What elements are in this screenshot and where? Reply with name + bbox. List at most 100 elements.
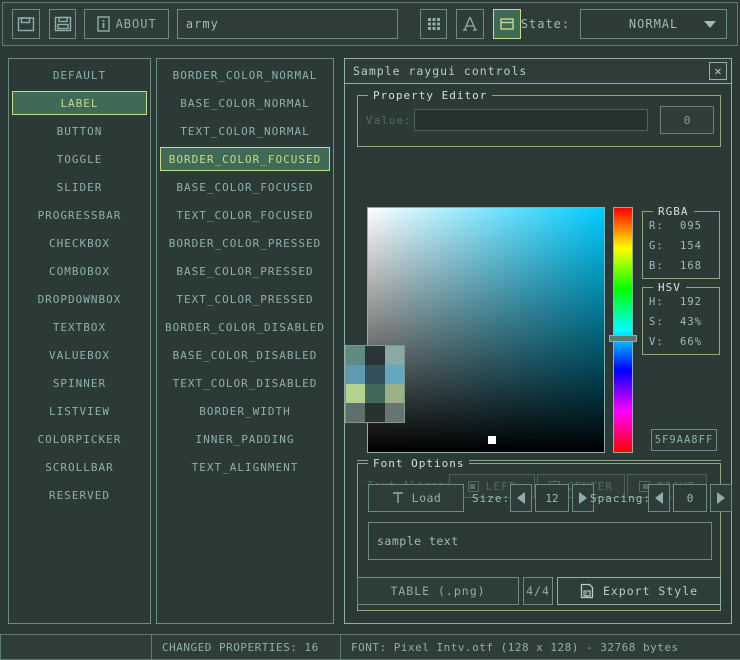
control-item-scrollbar[interactable]: SCROLLBAR (12, 455, 147, 479)
control-item-checkbox[interactable]: CHECKBOX (12, 231, 147, 255)
font-spacing-spinner[interactable]: 0 (648, 484, 732, 512)
font-size-value[interactable]: 12 (535, 484, 569, 512)
value-count-box[interactable]: 0 (660, 106, 714, 134)
list-item-label: TEXT_COLOR_DISABLED (172, 376, 318, 390)
color-swatch-8[interactable] (384, 384, 404, 403)
property-item-border-color-disabled[interactable]: BORDER_COLOR_DISABLED (160, 315, 330, 339)
close-icon[interactable]: ✕ (709, 62, 727, 80)
color-swatch-2[interactable] (384, 346, 404, 365)
property-item-border-color-normal[interactable]: BORDER_COLOR_NORMAL (160, 63, 330, 87)
color-saturation-value-area[interactable] (367, 207, 605, 453)
property-item-base-color-normal[interactable]: BASE_COLOR_NORMAL (160, 91, 330, 115)
color-swatch-11[interactable] (384, 403, 404, 422)
control-item-spinner[interactable]: SPINNER (12, 371, 147, 395)
control-item-default[interactable]: DEFAULT (12, 63, 147, 87)
color-swatch-10[interactable] (365, 403, 385, 422)
property-item-border-color-focused[interactable]: BORDER_COLOR_FOCUSED (160, 147, 330, 171)
hue-slider-handle[interactable] (609, 335, 637, 343)
font-size-label: Size: (472, 492, 511, 505)
properties-listview[interactable]: BORDER_COLOR_NORMAL BASE_COLOR_NORMAL TEXT… (156, 58, 334, 624)
list-item-label: BASE_COLOR_PRESSED (176, 264, 314, 278)
property-item-text-color-pressed[interactable]: TEXT_COLOR_PRESSED (160, 287, 330, 311)
hsv-key: V: (649, 336, 664, 348)
font-options-group: Font Options Load Size: 12 Spacing: 0 sa… (357, 457, 732, 611)
font-size-spinner[interactable]: 12 (510, 484, 594, 512)
property-item-text-color-focused[interactable]: TEXT_COLOR_FOCUSED (160, 203, 330, 227)
control-item-label[interactable]: LABEL (12, 91, 147, 115)
control-item-toggle[interactable]: TOGGLE (12, 147, 147, 171)
hex-value-input[interactable]: 5F9AA8FF (651, 429, 717, 451)
font-view-button[interactable] (456, 9, 485, 39)
color-swatch-4[interactable] (365, 365, 385, 384)
color-swatch-grid[interactable] (345, 345, 405, 423)
color-swatch-7[interactable] (365, 384, 385, 403)
control-item-reserved[interactable]: RESERVED (12, 483, 147, 507)
property-item-base-color-disabled[interactable]: BASE_COLOR_DISABLED (160, 343, 330, 367)
property-item-base-color-pressed[interactable]: BASE_COLOR_PRESSED (160, 259, 330, 283)
property-item-inner-padding[interactable]: INNER_PADDING (160, 427, 330, 451)
control-item-progressbar[interactable]: PROGRESSBAR (12, 203, 147, 227)
arrow-right-icon (717, 492, 725, 504)
control-item-button[interactable]: BUTTON (12, 119, 147, 143)
grid-icon (427, 18, 440, 30)
rgba-label: RGBA (653, 205, 694, 218)
control-item-combobox[interactable]: COMBOBOX (12, 259, 147, 283)
color-swatch-5[interactable] (384, 365, 404, 384)
status-changed-properties: CHANGED PROPERTIES: 16 (151, 634, 341, 660)
font-spacing-increment[interactable] (710, 484, 732, 512)
property-item-text-alignment[interactable]: TEXT_ALIGNMENT (160, 455, 330, 479)
hsv-value: 192 (680, 296, 702, 308)
list-item-label: TEXT_COLOR_NORMAL (180, 124, 310, 138)
value-input[interactable] (414, 109, 648, 131)
property-item-border-width[interactable]: BORDER_WIDTH (160, 399, 330, 423)
control-item-textbox[interactable]: TEXTBOX (12, 315, 147, 339)
value-label: Value: (366, 114, 412, 127)
controls-listview[interactable]: DEFAULT LABEL BUTTON TOGGLE SLIDER PROGRESSBA… (8, 58, 151, 624)
list-item-label: TEXTBOX (52, 320, 107, 334)
controls-view-button[interactable] (493, 9, 521, 39)
folder-open-icon (17, 17, 35, 32)
hue-slider[interactable] (613, 207, 633, 453)
font-size-decrement[interactable] (510, 484, 532, 512)
property-item-text-color-normal[interactable]: TEXT_COLOR_NORMAL (160, 119, 330, 143)
color-swatch-0[interactable] (346, 346, 366, 365)
property-item-text-color-disabled[interactable]: TEXT_COLOR_DISABLED (160, 371, 330, 395)
rgba-value: 095 (680, 220, 702, 232)
sample-text-input[interactable]: sample text (368, 522, 712, 560)
style-count-box[interactable]: 4/4 (523, 577, 553, 605)
color-swatch-1[interactable] (365, 346, 385, 365)
control-item-dropdownbox[interactable]: DROPDOWNBOX (12, 287, 147, 311)
list-item-label: TEXT_ALIGNMENT (191, 460, 299, 474)
open-style-button[interactable] (12, 9, 40, 39)
export-style-button[interactable]: E Export Style (557, 577, 721, 605)
font-spacing-value[interactable]: 0 (673, 484, 707, 512)
font-size-increment[interactable] (572, 484, 594, 512)
control-item-slider[interactable]: SLIDER (12, 175, 147, 199)
load-font-button[interactable]: Load (368, 484, 464, 512)
control-item-valuebox[interactable]: VALUEBOX (12, 343, 147, 367)
grid-view-button[interactable] (419, 9, 448, 39)
sample-text-value: sample text (377, 534, 459, 548)
style-name-input[interactable]: army (176, 9, 398, 39)
color-picker-cursor[interactable] (488, 435, 497, 444)
color-swatch-6[interactable] (346, 384, 366, 403)
property-item-border-color-pressed[interactable]: BORDER_COLOR_PRESSED (160, 231, 330, 255)
property-item-base-color-focused[interactable]: BASE_COLOR_FOCUSED (160, 175, 330, 199)
list-item-label: SPINNER (52, 376, 107, 390)
font-spacing-decrement[interactable] (648, 484, 670, 512)
control-item-listview[interactable]: LISTVIEW (12, 399, 147, 423)
window-titlebar[interactable]: Sample raygui controls ✕ (345, 59, 731, 84)
save-style-button[interactable] (48, 9, 77, 39)
rgba-key: G: (649, 240, 664, 252)
list-item-label: BASE_COLOR_NORMAL (180, 96, 310, 110)
export-table-button[interactable]: TABLE (.png) (357, 577, 519, 605)
control-item-colorpicker[interactable]: COLORPICKER (12, 427, 147, 451)
color-swatch-3[interactable] (346, 365, 366, 384)
state-dropdown[interactable]: NORMAL (580, 9, 728, 39)
list-item-label: DEFAULT (52, 68, 107, 82)
about-button[interactable]: ABOUT (84, 9, 169, 39)
color-swatch-9[interactable] (346, 403, 366, 422)
rgba-value: 168 (680, 260, 702, 272)
hsv-key: S: (649, 316, 664, 328)
list-item-label: BORDER_WIDTH (199, 404, 291, 418)
